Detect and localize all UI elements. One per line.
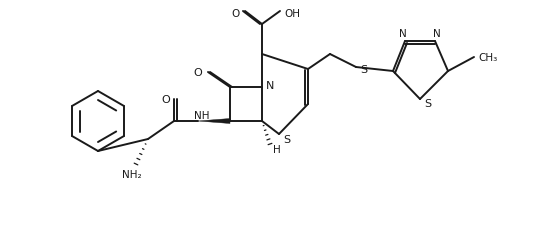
Text: O: O: [162, 94, 170, 105]
Text: OH: OH: [284, 9, 300, 19]
Text: CH₃: CH₃: [478, 53, 498, 63]
Text: N: N: [433, 29, 441, 39]
Text: H: H: [273, 144, 281, 154]
Text: O: O: [194, 68, 202, 78]
Polygon shape: [198, 119, 230, 124]
Text: S: S: [360, 65, 367, 75]
Text: O: O: [231, 9, 239, 19]
Text: S: S: [425, 99, 431, 108]
Text: S: S: [284, 134, 290, 144]
Text: N: N: [266, 81, 274, 91]
Text: NH₂: NH₂: [122, 169, 142, 179]
Text: NH: NH: [194, 110, 210, 120]
Text: N: N: [399, 29, 407, 39]
